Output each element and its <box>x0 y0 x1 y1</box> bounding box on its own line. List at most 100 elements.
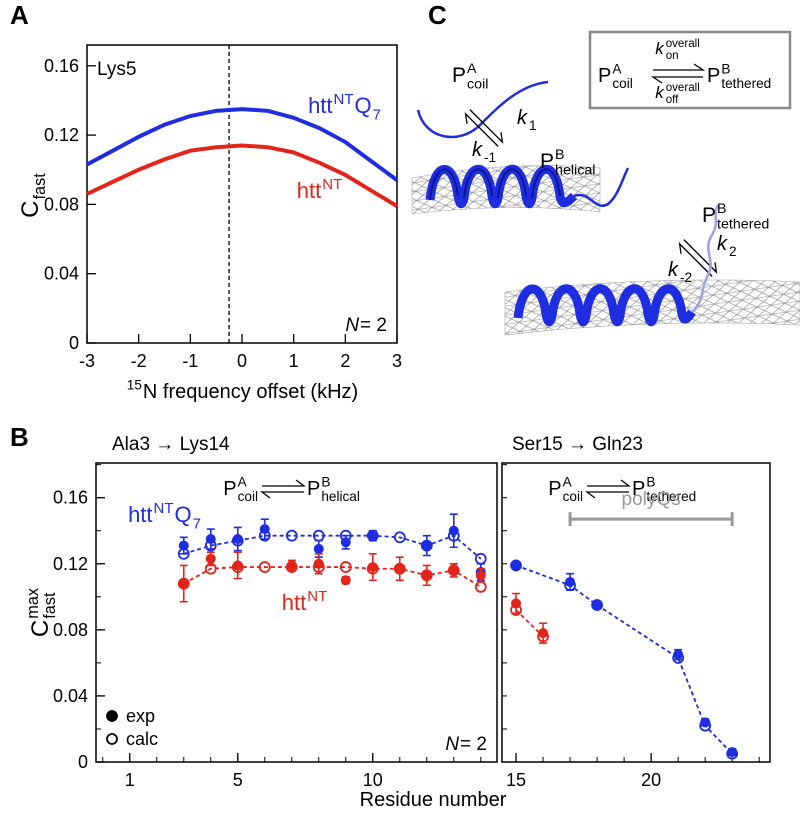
calc-point <box>258 529 271 542</box>
reaction-product-part: P <box>632 478 645 500</box>
series-label-part: NT <box>334 91 354 108</box>
reaction-product-part: tethered <box>646 489 696 504</box>
scheme-harpoon <box>650 63 706 84</box>
calc-point <box>447 564 460 577</box>
calc-point <box>204 562 217 575</box>
calc-point <box>177 547 190 560</box>
calc-point <box>393 531 406 544</box>
series-label: htt NT <box>282 588 327 615</box>
series-label-part: htt <box>308 93 332 118</box>
scheme-reactant-part: coil <box>612 76 632 91</box>
calc-point <box>339 561 352 573</box>
calc-point <box>537 630 549 643</box>
y-tick-label: 0.12 <box>44 125 79 145</box>
annotation-part: = 2 <box>360 315 387 336</box>
panel-title: Ala3 → Lys14 <box>112 434 230 455</box>
helix-1-edge <box>429 168 561 201</box>
calc-point <box>231 561 244 573</box>
annotation-part: N <box>445 734 459 755</box>
reaction-product-part: helical <box>321 489 360 504</box>
series-label: htt NT Q 7 <box>308 91 381 124</box>
reaction-reactant-part: A <box>563 475 573 490</box>
state-label-part: B <box>555 147 565 163</box>
series-label-part: 7 <box>373 107 381 124</box>
rate-label-part: 1 <box>529 118 537 133</box>
legend-label: calc <box>126 729 158 749</box>
exp-point <box>475 570 486 581</box>
series-label-part: NT <box>322 176 342 193</box>
panel-letter: B <box>10 422 29 452</box>
calc-point <box>339 529 352 542</box>
exp-point <box>340 575 351 586</box>
x-tick-label: 5 <box>233 770 243 790</box>
calc-point <box>258 561 271 573</box>
calc-point <box>285 561 298 573</box>
reaction-reactant-part: coil <box>238 489 258 504</box>
y-tick-label: 0.16 <box>44 56 79 76</box>
reaction-reactant-part: P <box>548 478 561 500</box>
x-tick-label: -2 <box>131 351 147 371</box>
equilibrium-arrow <box>585 479 631 499</box>
scheme-product-part: tethered <box>721 76 771 91</box>
y-tick-label: 0.12 <box>53 554 88 574</box>
scheme-box <box>588 30 792 110</box>
bracket-label: polyQs <box>622 489 681 510</box>
plot-frame <box>95 462 498 763</box>
y-tick-label: 0.16 <box>53 488 88 508</box>
scheme-rate-reverse-part: k <box>655 83 665 102</box>
calc-point <box>474 580 487 593</box>
x-tick-label: 10 <box>363 770 383 790</box>
state-label-part: P <box>452 64 466 87</box>
calc-point <box>285 529 298 542</box>
calc-point <box>312 529 325 542</box>
y-tick-label: 0 <box>69 333 79 353</box>
rate-label: k -2 <box>668 259 692 285</box>
state-label-part: P <box>702 204 716 227</box>
state-label-part: tethered <box>717 216 769 232</box>
calc-line <box>515 564 733 755</box>
exp-point <box>313 558 324 569</box>
series-label-part: NT <box>154 500 174 517</box>
legend-label: exp <box>126 706 155 726</box>
calc-point <box>312 561 325 573</box>
bracket <box>568 512 734 527</box>
calc-point <box>231 534 244 547</box>
data-line <box>86 143 399 208</box>
x-axis-label: 15 N frequency offset (kHz) <box>127 378 358 403</box>
reaction-reactant-part: P <box>223 478 236 500</box>
y-tick-label: 0.04 <box>44 264 79 284</box>
rate-label-part: k <box>668 259 679 281</box>
exp-point <box>205 553 216 564</box>
x-axis-label-part: 15 <box>127 378 142 393</box>
y-axis-label-part: max <box>24 588 42 619</box>
x-tick-label: 2 <box>340 351 350 371</box>
state-label-part: helical <box>555 162 595 178</box>
x-tick-label: 20 <box>641 770 661 790</box>
calc-line <box>183 566 482 588</box>
series-label-part: htt <box>282 590 306 615</box>
y-axis-label-part: fast <box>31 173 49 200</box>
x-axis-label-part: Residue number <box>360 789 507 811</box>
coil <box>416 80 549 139</box>
calc-point <box>447 529 460 542</box>
state-label-part: coil <box>467 76 488 92</box>
helix-2 <box>513 284 696 327</box>
exp-point <box>700 717 711 728</box>
scheme-rate-reverse-part: off <box>666 94 679 106</box>
calc-point <box>366 529 379 542</box>
state-label-part: P <box>540 150 554 173</box>
series-label: htt NT Q 7 <box>128 500 201 533</box>
calc-point <box>591 599 603 611</box>
rate-label-part: k <box>472 139 483 161</box>
